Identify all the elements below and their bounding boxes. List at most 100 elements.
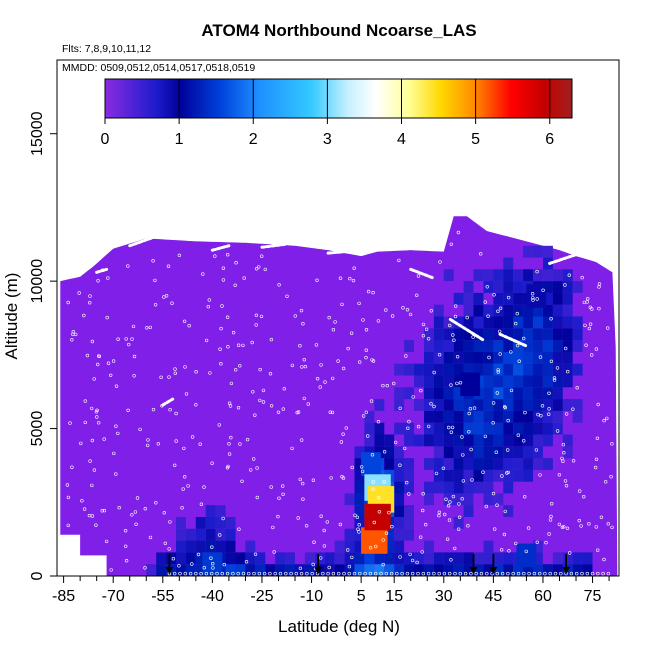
sample-point — [238, 442, 242, 446]
heatmap-cell — [523, 469, 533, 482]
heatmap-cell — [493, 552, 504, 565]
sample-point — [610, 442, 614, 446]
heatmap-cell — [523, 245, 533, 258]
sample-point — [449, 242, 453, 247]
sample-point — [162, 295, 166, 299]
sample-point — [94, 523, 98, 527]
sample-point — [82, 313, 86, 318]
sample-point — [581, 495, 586, 499]
sample-point — [471, 335, 475, 339]
sample-point — [456, 230, 461, 235]
sample-point — [587, 522, 591, 526]
heatmap-cell — [463, 399, 474, 411]
sample-point — [588, 305, 592, 309]
heatmap-cell — [354, 505, 365, 517]
sample-point — [303, 364, 308, 369]
heatmap-cell — [483, 446, 494, 459]
sample-point — [447, 425, 451, 430]
heatmap-cell — [543, 304, 553, 317]
heatmap-cell — [503, 458, 514, 470]
heatmap-cell — [513, 458, 524, 470]
sample-point — [398, 406, 402, 410]
sample-point — [231, 330, 236, 335]
sample-point — [495, 571, 499, 576]
sample-point — [295, 410, 299, 415]
heatmap-cell — [433, 387, 444, 400]
sample-point — [371, 487, 375, 491]
sample-point — [515, 311, 519, 316]
heatmap-cell — [146, 564, 157, 576]
sample-point — [564, 412, 569, 416]
sample-point — [278, 571, 283, 576]
sample-point — [210, 545, 214, 549]
heatmap-cell — [424, 540, 434, 553]
sample-point — [557, 522, 562, 527]
sample-point — [585, 297, 590, 301]
sample-point — [83, 420, 88, 425]
heatmap-cell — [483, 316, 494, 329]
sample-point — [384, 308, 388, 312]
sample-point — [421, 571, 425, 576]
heatmap-cell — [493, 446, 504, 459]
heatmap-cell — [552, 281, 563, 293]
sample-point — [181, 487, 185, 491]
sample-point — [382, 480, 386, 484]
sample-point — [315, 377, 320, 381]
heatmap-cell — [483, 422, 494, 435]
heatmap-cell — [473, 552, 484, 565]
heatmap-cell — [552, 304, 563, 317]
sample-point — [415, 560, 419, 565]
heatmap-cell — [443, 458, 454, 470]
heatmap-cell — [185, 564, 196, 576]
heatmap-cell — [354, 446, 365, 459]
heatmap-cell — [394, 387, 405, 400]
heatmap-cell — [533, 316, 543, 329]
heatmap-cell — [354, 552, 365, 565]
heatmap-cell — [205, 505, 216, 517]
heatmap-cell — [543, 399, 553, 411]
sample-point — [398, 463, 402, 467]
sample-point — [226, 464, 230, 469]
flight-track — [409, 267, 436, 280]
heatmap-cell — [394, 564, 405, 576]
sample-point — [268, 571, 272, 576]
sample-point — [546, 412, 551, 416]
sample-point — [393, 440, 398, 445]
heatmap-cell — [493, 269, 504, 282]
heatmap-cell — [463, 552, 474, 565]
sample-point — [255, 466, 259, 470]
sample-point — [583, 323, 587, 328]
sample-point — [219, 362, 223, 366]
heatmap-cell — [225, 564, 236, 576]
sample-point — [294, 571, 298, 576]
sample-point — [468, 407, 473, 411]
sample-point — [366, 434, 370, 438]
sample-point — [404, 354, 408, 358]
colorbar-tick-label: 6 — [545, 131, 554, 148]
sample-point — [126, 408, 130, 412]
heatmap-cell — [552, 340, 563, 352]
heatmap-cell — [453, 292, 464, 305]
sample-point — [347, 571, 351, 576]
sample-point — [290, 363, 295, 368]
sample-point — [548, 571, 552, 576]
sample-point — [269, 485, 273, 489]
sample-point — [182, 319, 187, 323]
sample-point — [323, 380, 327, 384]
heatmap-cell — [205, 528, 216, 541]
sample-point — [565, 526, 570, 530]
heatmap-cell — [483, 375, 494, 388]
heatmap-cell — [493, 363, 504, 376]
x-tick-label: 60 — [534, 588, 552, 605]
heatmap-cell — [433, 564, 444, 576]
heatmap-cell — [572, 316, 583, 329]
heatmap-cell — [404, 505, 414, 517]
heatmap-cell — [483, 458, 494, 470]
sample-point — [397, 258, 401, 263]
heatmap-cell — [513, 399, 524, 411]
heatmap-cell — [562, 292, 573, 305]
sample-point — [350, 465, 354, 470]
sample-point — [421, 322, 426, 327]
sample-point — [126, 342, 131, 347]
sample-point — [547, 407, 551, 411]
